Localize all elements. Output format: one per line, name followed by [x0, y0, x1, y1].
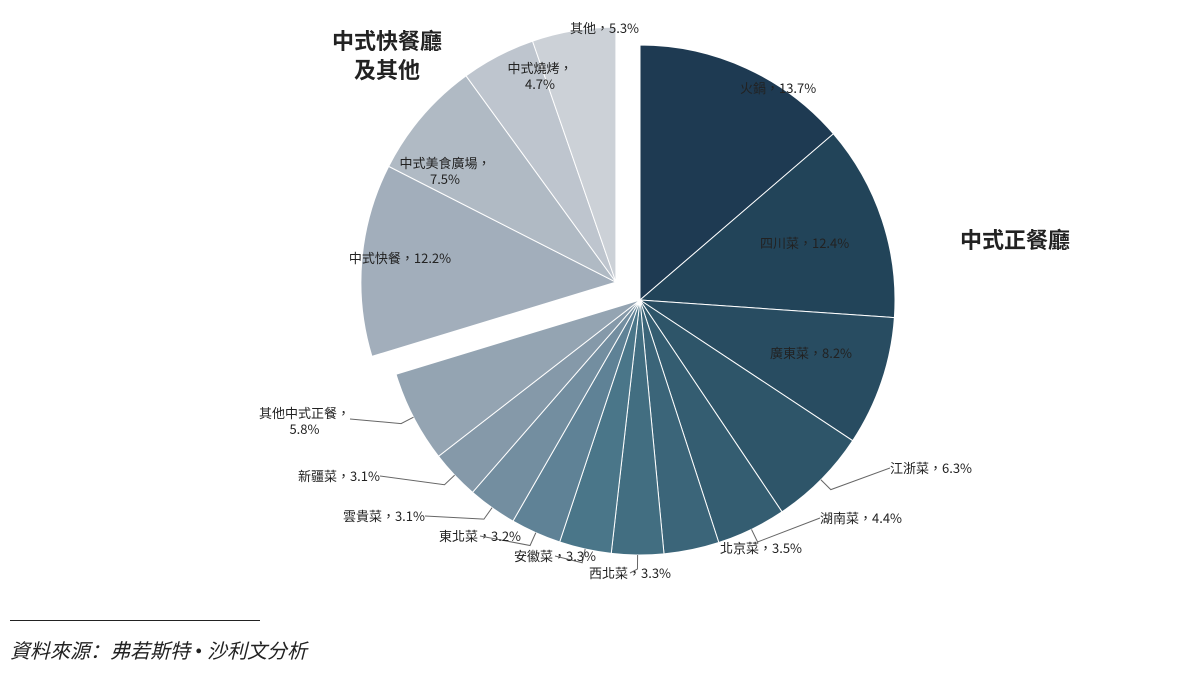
slice-label: 新疆菜，3.1% [298, 468, 380, 484]
footer-source: 資料來源：弗若斯特 • 沙利文分析 [10, 635, 307, 664]
pie-slices [361, 27, 895, 555]
slice-label: 四川菜，12.4% [760, 235, 849, 251]
slice-label: 安徽菜，3.3% [514, 548, 596, 564]
footer-rule [10, 620, 260, 621]
slice-label: 中式燒烤，4.7% [507, 60, 572, 93]
leader-line [425, 508, 492, 519]
slice-label: 廣東菜，8.2% [770, 345, 852, 361]
slice-label: 江浙菜，6.3% [890, 460, 972, 476]
group-label-fastfood: 中式快餐廳及其他 [332, 26, 442, 83]
slice-label: 湖南菜，4.4% [820, 510, 902, 526]
slice-label: 雲貴菜，3.1% [343, 508, 425, 524]
leader-line [380, 475, 455, 485]
leader-line [821, 468, 890, 490]
slice-label: 中式快餐，12.2% [349, 250, 451, 266]
slice-label: 西北菜，3.3% [589, 565, 671, 581]
slice-label: 火鍋，13.7% [740, 80, 816, 96]
slice-label: 其他，5.3% [570, 20, 639, 36]
leader-line [350, 417, 414, 423]
slice-label: 北京菜，3.5% [720, 540, 802, 556]
slice-label: 中式美食廣場，7.5% [399, 155, 490, 188]
chart-canvas: 中式正餐廳 中式快餐廳及其他 火鍋，13.7% 四川菜，12.4% 廣東菜，8.2%… [0, 0, 1196, 682]
group-label-formal: 中式正餐廳 [960, 225, 1070, 254]
slice-label: 東北菜，3.2% [439, 528, 521, 544]
slice-label: 其他中式正餐，5.8% [259, 405, 350, 438]
